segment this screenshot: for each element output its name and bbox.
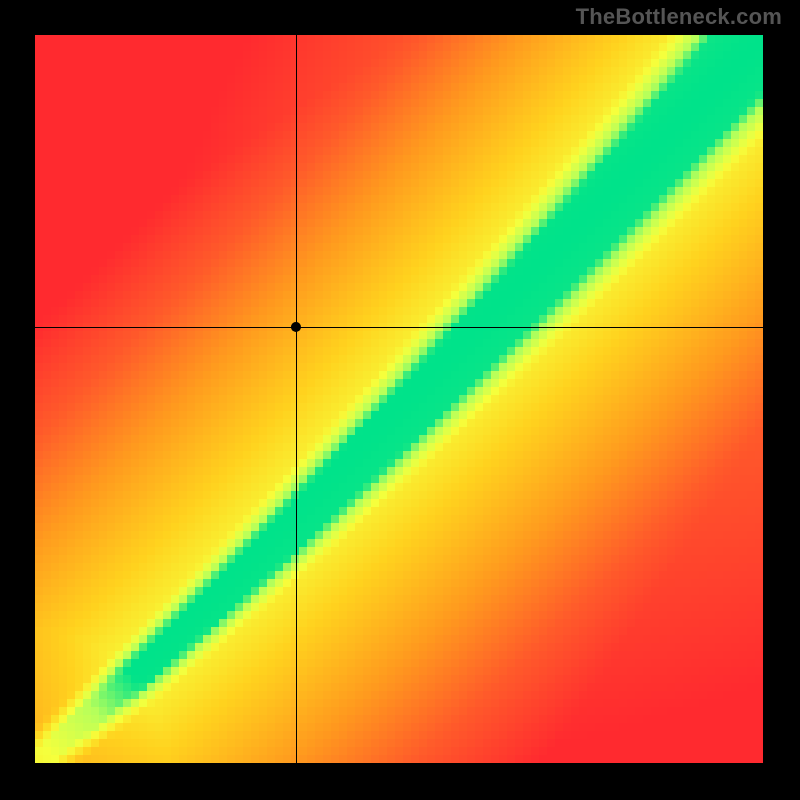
watermark-text: TheBottleneck.com (576, 4, 782, 30)
chart-root: TheBottleneck.com (0, 0, 800, 800)
heatmap-canvas (0, 0, 800, 800)
